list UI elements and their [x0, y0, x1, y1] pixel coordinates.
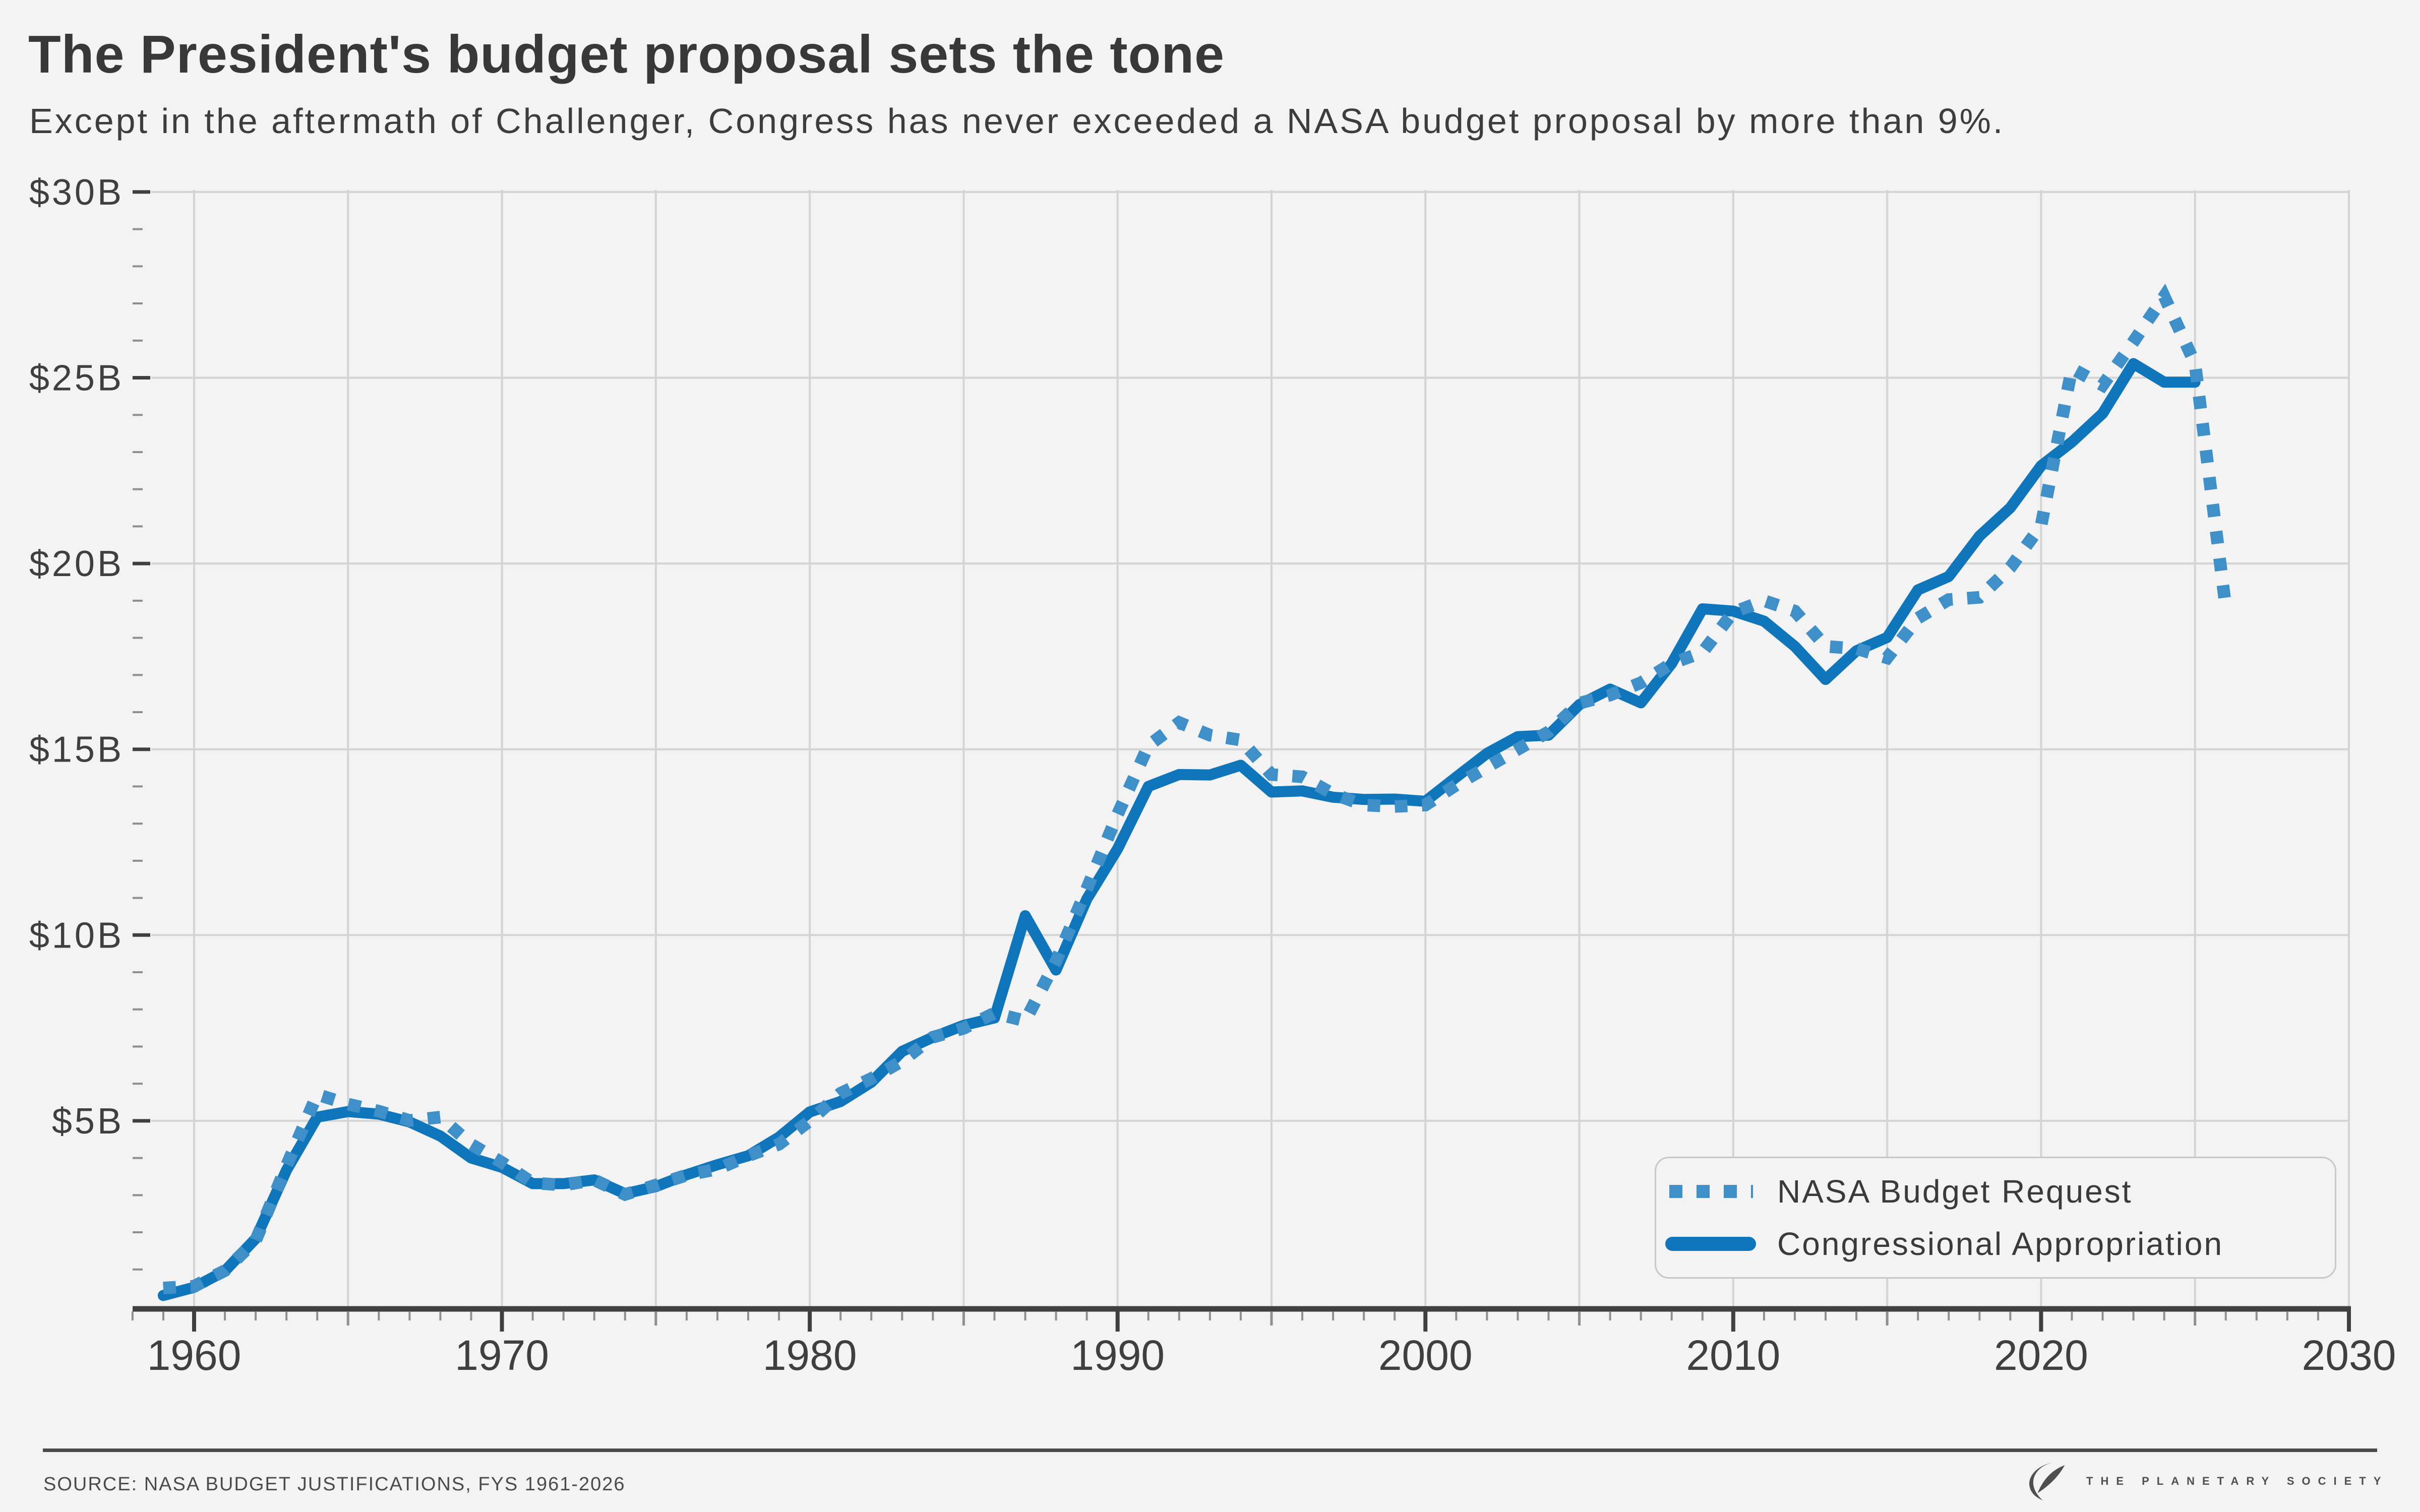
- legend-label-budget-request: NASA Budget Request: [1777, 1173, 2133, 1210]
- y-tick-label: $30B: [29, 172, 124, 213]
- appropriation-series-path: [157, 358, 2201, 1301]
- x-tick-label: 1970: [455, 1332, 549, 1379]
- source-note: SOURCE: NASA BUDGET JUSTIFICATIONS, FYS …: [43, 1474, 626, 1495]
- page-title: The President's budget proposal sets the…: [28, 25, 1225, 84]
- congressional-appropriation-line: [157, 358, 2201, 1301]
- planetary-society-logo: [2029, 1463, 2065, 1500]
- y-tick-label: $15B: [29, 730, 124, 770]
- y-tick-label: $5B: [52, 1101, 124, 1142]
- y-tick-label: $20B: [29, 544, 124, 584]
- request-series-path: [163, 283, 2232, 1295]
- page-subtitle: Except in the aftermath of Challenger, C…: [29, 101, 2005, 141]
- dotted-line-swatch: [1669, 1185, 1753, 1199]
- x-tick-label: 2010: [1686, 1332, 1780, 1379]
- x-tick-label: 1990: [1070, 1332, 1165, 1379]
- legend-item-appropriation: Congressional Appropriation: [1665, 1225, 2335, 1263]
- x-tick-label: 1980: [763, 1332, 857, 1379]
- legend-label-appropriation: Congressional Appropriation: [1777, 1225, 2224, 1262]
- x-axis-ticks: [131, 1311, 2351, 1332]
- y-axis-ticks: [133, 190, 150, 1271]
- x-tick-label: 2000: [1378, 1332, 1473, 1379]
- footer-divider: [43, 1448, 2377, 1452]
- gridlines: [151, 190, 2350, 1306]
- chart-legend: NASA Budget Request Congressional Approp…: [1655, 1157, 2336, 1279]
- x-tick-label: 1960: [147, 1332, 241, 1379]
- y-axis-tick-labels: $5B $10B $15B $20B $25B $30B: [29, 172, 124, 1142]
- x-tick-label: 2020: [1994, 1332, 2088, 1379]
- y-tick-label: $10B: [29, 915, 124, 956]
- solid-line-swatch: [1665, 1236, 1756, 1251]
- brand: THE PLANETARY SOCIETY: [2026, 1462, 2388, 1501]
- x-axis-tick-labels: 1960 1970 1980 1990 2000 2010 2020 2030: [147, 1332, 2396, 1379]
- x-tick-label: 2030: [2302, 1332, 2396, 1379]
- nasa-budget-request-line: [163, 283, 2232, 1295]
- y-tick-label: $25B: [29, 358, 124, 399]
- brand-name: THE PLANETARY SOCIETY: [2086, 1475, 2389, 1487]
- legend-item-budget-request: NASA Budget Request: [1665, 1173, 2335, 1210]
